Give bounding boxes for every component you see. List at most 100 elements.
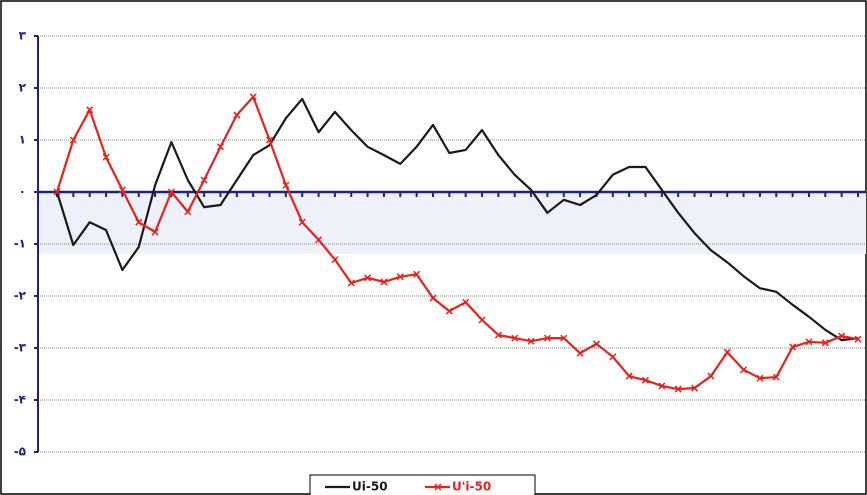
marker-cross xyxy=(184,208,192,216)
point-marker xyxy=(249,93,257,101)
marker-cross xyxy=(364,274,372,282)
point-marker xyxy=(151,228,159,236)
band xyxy=(38,192,866,254)
point-marker xyxy=(723,348,731,356)
point-marker xyxy=(86,106,94,114)
y-tick-label: -۵ xyxy=(14,445,26,459)
marker-cross xyxy=(331,256,339,264)
point-marker xyxy=(674,385,682,393)
marker-cross xyxy=(445,307,453,315)
point-marker xyxy=(576,349,584,357)
marker-cross xyxy=(854,335,862,343)
point-marker xyxy=(789,343,797,351)
point-marker xyxy=(429,294,437,302)
marker-cross xyxy=(265,136,274,144)
marker-cross xyxy=(413,270,421,278)
marker-cross xyxy=(347,279,355,287)
y-tick-label: -۳ xyxy=(14,341,27,355)
marker-cross xyxy=(576,349,584,357)
marker-cross xyxy=(560,334,568,342)
marker-cross xyxy=(200,176,208,184)
point-marker xyxy=(592,340,600,348)
marker-cross xyxy=(151,228,159,236)
marker-cross xyxy=(315,236,323,244)
point-marker xyxy=(265,136,274,144)
point-marker xyxy=(167,188,175,196)
marker-cross xyxy=(298,218,306,226)
point-marker xyxy=(135,218,143,226)
marker-cross xyxy=(429,294,437,302)
marker-cross xyxy=(625,372,633,380)
y-tick-label: ۰ xyxy=(19,185,26,199)
point-marker xyxy=(511,334,519,342)
point-marker xyxy=(282,181,290,189)
legend-label: Ui-50 xyxy=(352,480,388,494)
point-marker xyxy=(543,334,551,342)
point-marker xyxy=(805,338,813,346)
marker-cross xyxy=(723,348,731,356)
point-marker xyxy=(396,273,404,281)
marker-cross xyxy=(740,366,748,374)
point-marker xyxy=(298,218,306,226)
legend-box xyxy=(309,474,536,495)
marker-cross xyxy=(707,372,715,380)
point-marker xyxy=(462,298,470,306)
marker-cross xyxy=(838,332,846,340)
point-marker xyxy=(233,111,241,119)
marker-cross xyxy=(102,153,110,161)
marker-cross xyxy=(772,373,780,381)
series-line xyxy=(55,97,859,342)
point-marker xyxy=(658,382,666,390)
point-marker xyxy=(772,373,780,381)
y-tick-label: -۴ xyxy=(14,393,26,407)
point-marker xyxy=(707,372,715,380)
y-tick-label: -۱ xyxy=(14,237,26,251)
point-marker xyxy=(609,353,617,361)
marker-cross xyxy=(658,382,666,390)
point-marker xyxy=(347,279,355,287)
point-marker xyxy=(756,374,764,382)
marker-cross xyxy=(609,353,617,361)
point-marker xyxy=(740,366,748,374)
point-marker xyxy=(560,334,568,342)
marker-cross xyxy=(478,316,486,324)
series-line xyxy=(55,95,859,391)
point-marker xyxy=(413,270,421,278)
point-marker xyxy=(527,337,535,345)
marker-cross xyxy=(805,338,813,346)
marker-cross xyxy=(167,188,175,196)
marker-cross xyxy=(691,384,699,392)
point-marker xyxy=(838,332,846,340)
point-marker xyxy=(331,256,339,264)
marker-cross xyxy=(789,343,797,351)
marker-cross xyxy=(118,186,126,194)
point-marker xyxy=(200,176,208,184)
marker-cross xyxy=(216,143,224,151)
point-marker xyxy=(625,372,633,380)
marker-cross xyxy=(462,298,470,306)
point-marker xyxy=(821,339,829,347)
marker-cross xyxy=(641,376,650,384)
point-marker xyxy=(691,384,699,392)
marker-cross xyxy=(494,331,502,339)
marker-cross xyxy=(527,337,535,345)
y-tick-label: ۳ xyxy=(19,29,27,43)
point-marker xyxy=(69,136,77,144)
marker-cross xyxy=(69,136,77,144)
marker-cross xyxy=(135,218,143,226)
marker-cross xyxy=(282,181,290,189)
marker-cross xyxy=(53,188,61,196)
marker-cross xyxy=(511,334,519,342)
marker-cross xyxy=(592,340,600,348)
y-tick-label: ۱ xyxy=(19,133,26,147)
y-tick-label: ۲ xyxy=(19,81,27,95)
marker-cross xyxy=(249,93,257,101)
point-marker xyxy=(641,376,650,384)
point-marker xyxy=(102,153,110,161)
point-marker xyxy=(478,316,486,324)
marker-cross xyxy=(233,111,241,119)
marker-cross xyxy=(380,278,388,286)
point-marker xyxy=(364,274,372,282)
point-marker xyxy=(118,186,126,194)
